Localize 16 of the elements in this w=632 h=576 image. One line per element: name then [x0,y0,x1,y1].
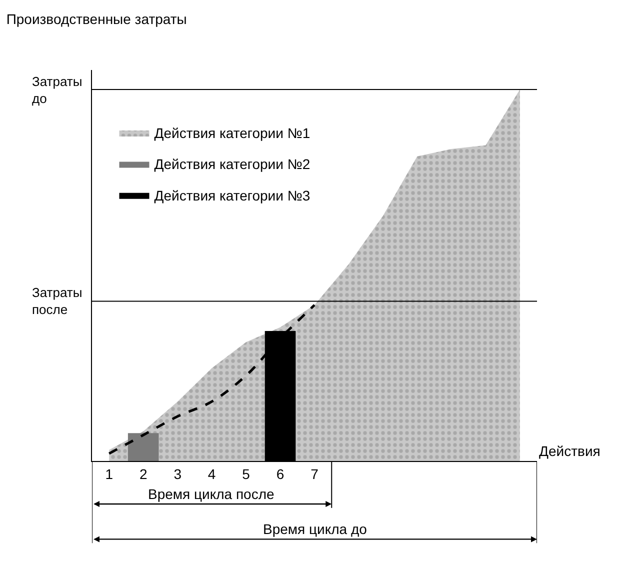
x-tick-label: 1 [105,466,114,482]
legend-label: Действия категории №2 [154,156,310,172]
x-tick-label: 7 [310,466,319,482]
text: Время цикла до [263,521,368,537]
x-tick-label: 3 [174,466,182,482]
legend-label: Действия категории №3 [154,187,310,204]
x-tick-label: 6 [276,466,284,482]
ref-line-label: Затраты до [32,74,82,106]
x-tick-label: 4 [208,466,216,482]
x-axis-title: Действия [539,443,600,459]
legend-label: Действия категории №1 [154,124,310,141]
text: Время цикла после [148,486,275,502]
ref-line-label: Затраты после [32,285,82,317]
x-tick-label: 2 [139,466,148,482]
chart-title: Производственные затраты [6,11,187,28]
x-tick-label: 5 [242,466,250,482]
